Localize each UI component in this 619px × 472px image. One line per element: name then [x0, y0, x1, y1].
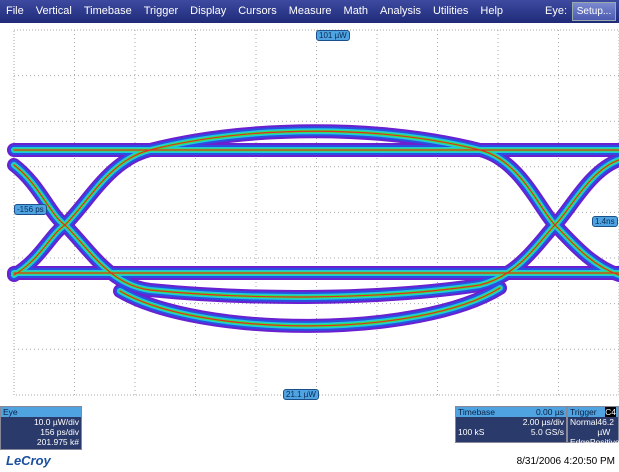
- eye-line: 156 ps/div: [40, 427, 79, 437]
- menu-item[interactable]: Display: [190, 5, 227, 17]
- menu-item[interactable]: Timebase: [83, 5, 132, 17]
- eye-trace: [13, 159, 619, 298]
- panel-title: Eye: [1, 407, 81, 417]
- mode: Normal: [570, 417, 598, 427]
- brand: LeCroy: [6, 453, 51, 468]
- eye-line: 201.975 k#: [36, 437, 79, 447]
- rate: 5.0 GS/s: [530, 427, 564, 437]
- samples: 100 kS: [458, 427, 485, 437]
- level: 46.2 µW: [597, 417, 614, 437]
- grid-frame: [13, 29, 619, 396]
- offset: 0.00 µs: [535, 407, 564, 417]
- eye-line: 10.0 µW/div: [33, 417, 79, 427]
- menu-item[interactable]: Math: [343, 5, 368, 17]
- menu-item[interactable]: Vertical: [35, 5, 72, 17]
- menu-item[interactable]: Help: [480, 5, 504, 17]
- eye-label: Eye:: [544, 5, 567, 17]
- menu-item[interactable]: Cursors: [238, 5, 277, 17]
- eye-trace: [119, 287, 501, 327]
- source: C4: [605, 407, 616, 417]
- menu-item[interactable]: Measure: [288, 5, 332, 17]
- slope: Positive: [589, 437, 619, 447]
- timestamp: 8/31/2006 4:20:50 PM: [516, 456, 615, 467]
- menu-item[interactable]: Analysis: [380, 5, 421, 17]
- per-div: 2.00 µs/div: [522, 417, 564, 427]
- graticule: [7, 29, 619, 396]
- menu-bar: Eye: Setup... File Vertical Timebase Trigge…: [0, 0, 619, 23]
- panel-title: Timebase: [458, 407, 496, 417]
- top-marker: 101 µW: [316, 30, 350, 41]
- grid: [14, 30, 619, 395]
- eye-lines: 10.0 µW/div 156 ps/div 201.975 k#: [1, 417, 81, 447]
- setup-button[interactable]: Setup...: [572, 2, 616, 21]
- menu-item[interactable]: File: [6, 5, 24, 17]
- bottom-marker: 21.1 µW: [283, 389, 319, 400]
- type: Edge: [570, 437, 590, 447]
- menu-item[interactable]: Trigger: [143, 5, 179, 17]
- left-marker: -156 ps: [14, 204, 47, 215]
- footer: LeCroy 8/31/2006 4:20:50 PM: [0, 450, 619, 472]
- timebase-panel[interactable]: Timebase 0.00 µs 2.00 µs/div 100 kS 5.0 GS…: [455, 406, 567, 443]
- right-marker: 1.4ns: [592, 216, 618, 227]
- trigger-panel[interactable]: Trigger C4 Normal 46.2 µW Edge Positive: [567, 406, 619, 447]
- menu-item[interactable]: Utilities: [432, 5, 469, 17]
- eye-panel[interactable]: Eye 10.0 µW/div 156 ps/div 201.975 k#: [0, 406, 82, 450]
- panel-title: Trigger: [570, 407, 597, 417]
- eye-diagram: [7, 124, 619, 333]
